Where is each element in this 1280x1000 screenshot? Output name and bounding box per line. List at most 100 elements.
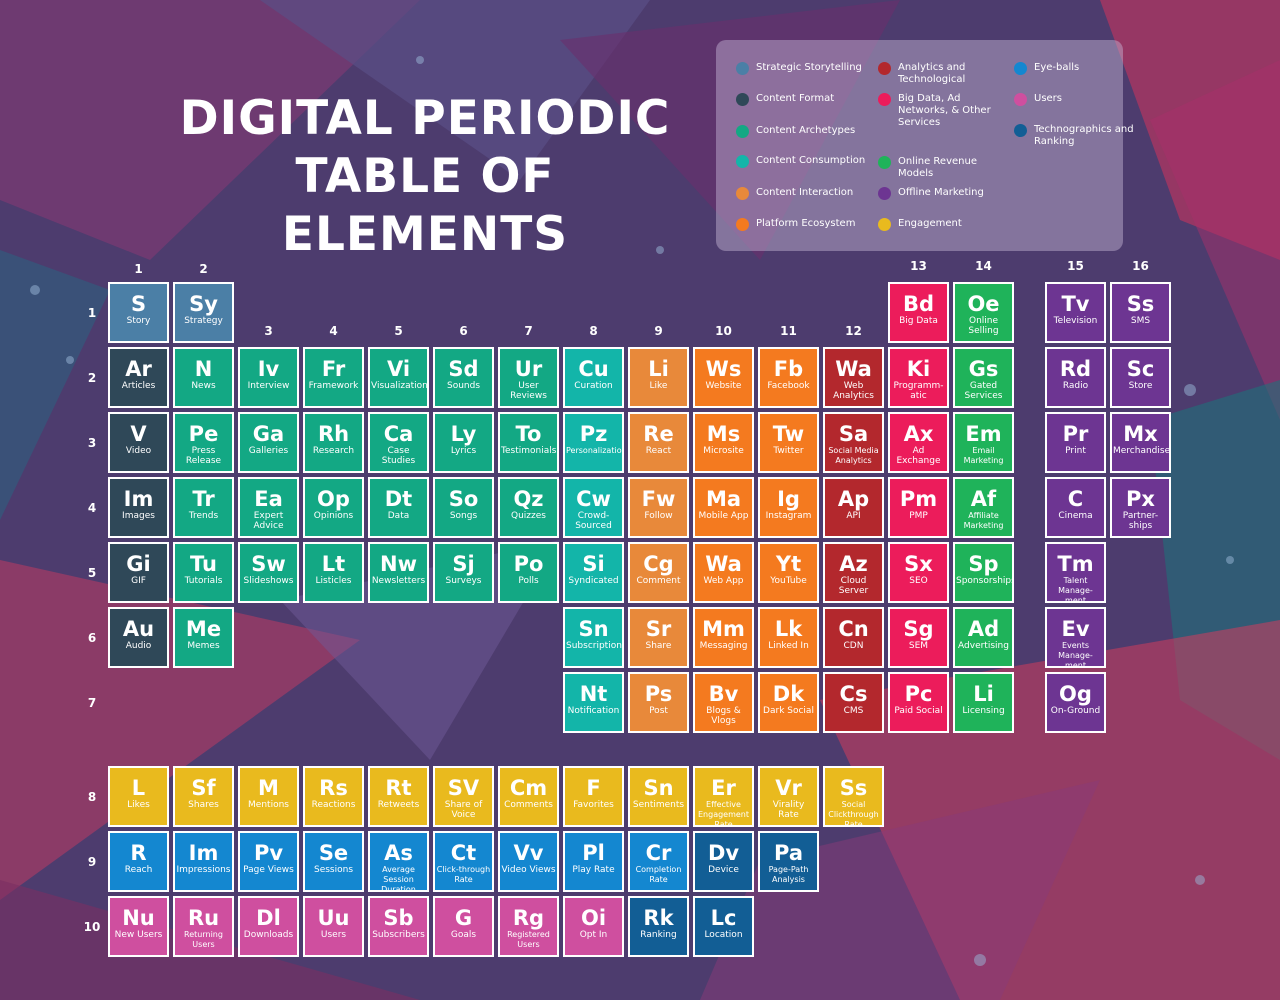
element-symbol: Ga <box>252 422 285 446</box>
column-label: 4 <box>329 324 338 338</box>
element-cell: Lc Location <box>693 896 754 957</box>
element-symbol: Sf <box>191 776 216 800</box>
element-name: Share of Voice <box>444 800 483 820</box>
element-name: Web Analytics <box>833 381 874 401</box>
element-cell: Cg Comment <box>628 542 689 603</box>
element-symbol: Sc <box>1126 357 1155 381</box>
element-symbol: Nu <box>122 906 155 930</box>
element-name: Page Views <box>243 865 294 875</box>
element-cell: As Average Session Duration <box>368 831 429 892</box>
element-name: Polls <box>518 576 539 586</box>
element-symbol: Im <box>188 841 219 865</box>
element-name: Opinions <box>313 511 354 521</box>
element-name: Framework <box>308 381 359 391</box>
element-name: Dark Social <box>763 706 814 716</box>
element-name: Talent Manage-ment <box>1058 576 1093 603</box>
element-symbol: Cm <box>509 776 548 800</box>
element-name: Visualization <box>371 381 428 391</box>
legend-label: Eye-balls <box>1034 62 1080 73</box>
row-label: 1 <box>87 306 97 320</box>
element-name: Average Session Duration <box>381 865 416 892</box>
element-cell: Dv Device <box>693 831 754 892</box>
legend-label: Content Interaction <box>756 187 854 198</box>
element-symbol: Rg <box>512 906 545 930</box>
element-cell: Iv Interview <box>238 347 299 408</box>
element-symbol: Re <box>643 422 674 446</box>
element-symbol: Dl <box>256 906 281 930</box>
element-name: Big Data <box>899 316 938 326</box>
column-label: 14 <box>975 259 992 273</box>
element-cell: Cs CMS <box>823 672 884 733</box>
element-symbol: Ax <box>903 422 934 446</box>
legend-item-consumption: Content Consumption <box>736 155 866 168</box>
legend-swatch <box>878 62 891 75</box>
element-cell: Tu Tutorials <box>173 542 234 603</box>
row-label: 9 <box>87 855 97 869</box>
element-symbol: Se <box>318 841 349 865</box>
legend-swatch <box>878 93 891 106</box>
element-symbol: Rh <box>317 422 350 446</box>
legend-label: Engagement <box>898 218 962 229</box>
element-symbol: Fb <box>773 357 804 381</box>
element-cell: Cr Completion Rate <box>628 831 689 892</box>
element-name: New Users <box>114 930 163 940</box>
element-symbol: Dt <box>384 487 413 511</box>
element-cell: Nu New Users <box>108 896 169 957</box>
row-label: 8 <box>87 790 97 804</box>
element-name: Video <box>125 446 152 456</box>
element-cell: Em Email Marketing <box>953 412 1014 473</box>
element-symbol: Oe <box>967 292 1000 316</box>
element-cell: Lk Linked In <box>758 607 819 668</box>
element-cell: Cn CDN <box>823 607 884 668</box>
element-symbol: Wa <box>835 357 872 381</box>
element-symbol: Qz <box>513 487 544 511</box>
element-cell: Pc Paid Social <box>888 672 949 733</box>
element-name: API <box>846 511 861 521</box>
element-name: Cloud Server <box>838 576 869 596</box>
element-symbol: Po <box>513 552 544 576</box>
element-cell: Sn Sentiments <box>628 766 689 827</box>
element-name: Surveys <box>445 576 482 586</box>
legend-swatch <box>1014 62 1027 75</box>
element-symbol: Ms <box>706 422 741 446</box>
element-cell: Sf Shares <box>173 766 234 827</box>
element-cell: Dk Dark Social <box>758 672 819 733</box>
title-line-2: TABLE OF ELEMENTS <box>281 149 569 262</box>
column-label: 3 <box>264 324 273 338</box>
element-cell: Tm Talent Manage-ment <box>1045 542 1106 603</box>
element-symbol: Lc <box>710 906 737 930</box>
element-cell: Ss Social Clickthrough Rate <box>823 766 884 827</box>
element-cell: Cm Comments <box>498 766 559 827</box>
element-symbol: To <box>515 422 542 446</box>
element-name: Social Media Analytics <box>828 446 879 465</box>
element-cell: Og On-Ground <box>1045 672 1106 733</box>
element-symbol: Cu <box>578 357 609 381</box>
element-symbol: Er <box>711 776 736 800</box>
element-cell: Ma Mobile App <box>693 477 754 538</box>
element-symbol: S <box>130 292 147 316</box>
element-cell: Tv Television <box>1045 282 1106 343</box>
element-name: Slideshows <box>243 576 294 586</box>
element-symbol: Vi <box>386 357 411 381</box>
element-cell: Gs Gated Services <box>953 347 1014 408</box>
element-cell: Ev Events Manage-ment <box>1045 607 1106 668</box>
element-cell: Bv Blogs & Vlogs <box>693 672 754 733</box>
legend-item-format: Content Format <box>736 93 866 106</box>
element-cell: Rt Retweets <box>368 766 429 827</box>
element-name: Galleries <box>248 446 289 456</box>
element-symbol: Ma <box>705 487 742 511</box>
element-symbol: Sa <box>838 422 869 446</box>
element-name: Memes <box>187 641 220 651</box>
legend-swatch <box>736 187 749 200</box>
legend-label: Analytics and Technological <box>898 62 966 85</box>
element-name: Case Studies <box>381 446 416 466</box>
element-name: Returning Users <box>184 930 223 949</box>
legend-item-users: Users <box>1014 93 1144 106</box>
element-cell: Mm Messaging <box>693 607 754 668</box>
element-name: Interview <box>247 381 290 391</box>
element-name: Licensing <box>962 706 1005 716</box>
element-symbol: Ru <box>187 906 220 930</box>
row-label: 10 <box>83 920 101 934</box>
element-name: CDN <box>843 641 864 651</box>
element-cell: Pr Print <box>1045 412 1106 473</box>
